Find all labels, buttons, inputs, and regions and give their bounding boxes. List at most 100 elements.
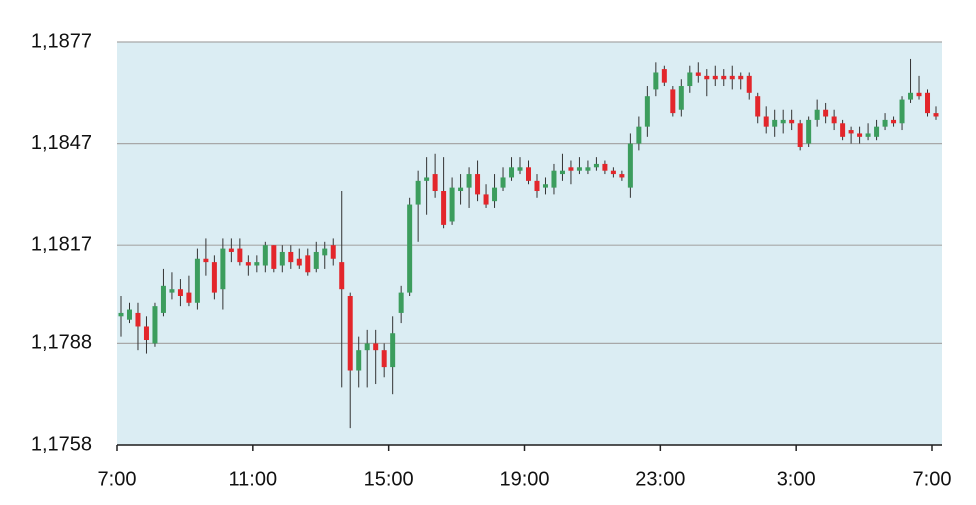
candle-body xyxy=(475,174,481,195)
candle-body xyxy=(177,289,183,296)
candle-body xyxy=(152,306,158,344)
candle-body xyxy=(874,126,880,137)
candle-body xyxy=(381,350,387,368)
candle-body xyxy=(186,292,192,303)
candle-body xyxy=(296,258,302,266)
candle-body xyxy=(424,177,430,181)
candle-body xyxy=(509,167,515,178)
candle-body xyxy=(899,99,905,124)
candle-body xyxy=(746,75,752,93)
candle-body xyxy=(228,248,234,252)
x-tick-label: 7:00 xyxy=(913,468,952,490)
candle-body xyxy=(305,255,311,273)
candle-body xyxy=(542,184,548,188)
candle-body xyxy=(390,333,396,368)
candle-body xyxy=(517,167,523,171)
candle-body xyxy=(576,167,582,171)
candle-body xyxy=(254,262,260,266)
candle-body xyxy=(220,248,226,290)
plot-area xyxy=(117,42,942,445)
candle-body xyxy=(755,96,761,117)
candle-body xyxy=(279,251,285,266)
candle-body xyxy=(160,285,166,313)
candle-body xyxy=(840,123,846,137)
candle-body xyxy=(347,295,353,371)
candle-body xyxy=(661,69,667,83)
candle-body xyxy=(526,167,531,181)
candle-body xyxy=(449,187,455,222)
y-tick-label: 1,1817 xyxy=(31,233,92,255)
candle-body xyxy=(364,343,370,351)
candle-body xyxy=(916,92,922,97)
candle-body xyxy=(330,245,336,259)
candle-body xyxy=(687,72,693,87)
candle-body xyxy=(441,191,447,225)
candle-body xyxy=(245,262,251,266)
candle-body xyxy=(814,109,820,120)
candle-body xyxy=(857,133,863,137)
candle-body xyxy=(373,343,379,351)
candle-body xyxy=(237,248,243,263)
candle-body xyxy=(118,312,124,317)
candle-body xyxy=(644,96,650,127)
candle-body xyxy=(271,245,277,269)
candle-body xyxy=(797,123,803,147)
x-tick-label: 3:00 xyxy=(777,468,816,490)
candle-body xyxy=(653,72,659,90)
candle-body xyxy=(602,163,608,171)
candle-body xyxy=(712,75,718,80)
candle-body xyxy=(466,174,472,188)
candle-body xyxy=(636,126,642,144)
candle-body xyxy=(831,116,837,124)
candle-body xyxy=(729,75,735,80)
candle-body xyxy=(415,180,421,205)
candle-body xyxy=(678,86,684,110)
candle-body xyxy=(313,251,319,269)
candle-body xyxy=(356,350,362,371)
candle-body xyxy=(891,119,897,124)
candle-body xyxy=(534,180,540,192)
candle-body xyxy=(559,170,565,175)
x-tick-label: 19:00 xyxy=(499,468,549,490)
candle-body xyxy=(789,119,795,124)
y-tick-label: 1,1758 xyxy=(31,433,92,455)
candle-body xyxy=(627,143,633,188)
candle-body xyxy=(135,312,141,327)
candle-body xyxy=(704,75,710,80)
candle-body xyxy=(848,130,854,134)
candle-body xyxy=(492,187,498,202)
candle-body xyxy=(551,170,557,188)
candle-body xyxy=(432,174,438,192)
candle-body xyxy=(908,92,914,100)
candle-body xyxy=(670,89,676,114)
candle-body xyxy=(288,251,294,263)
candle-body xyxy=(763,116,769,127)
candle-body xyxy=(585,167,591,171)
candle-body xyxy=(262,245,268,266)
candle-body xyxy=(695,72,701,76)
x-tick-label: 23:00 xyxy=(635,468,685,490)
candle-body xyxy=(721,75,727,80)
candle-body xyxy=(823,109,829,117)
candle-body xyxy=(780,119,786,124)
candle-body xyxy=(322,248,328,256)
candle-body xyxy=(483,194,489,205)
candle-body xyxy=(806,119,812,144)
candle-body xyxy=(143,326,149,341)
candle-body xyxy=(194,258,200,303)
candle-body xyxy=(772,119,778,127)
candle-body xyxy=(126,309,132,320)
x-tick-label: 15:00 xyxy=(364,468,414,490)
candle-body xyxy=(610,170,616,175)
x-tick-label: 11:00 xyxy=(229,468,278,490)
candle-body xyxy=(882,119,888,127)
candle-body xyxy=(203,258,209,263)
candle-body xyxy=(925,92,931,114)
y-tick-label: 1,1877 xyxy=(31,30,92,52)
candle-body xyxy=(169,289,175,293)
y-tick-label: 1,1847 xyxy=(31,132,92,154)
candle-body xyxy=(619,174,625,178)
candle-body xyxy=(500,177,506,188)
candle-body xyxy=(339,262,345,290)
